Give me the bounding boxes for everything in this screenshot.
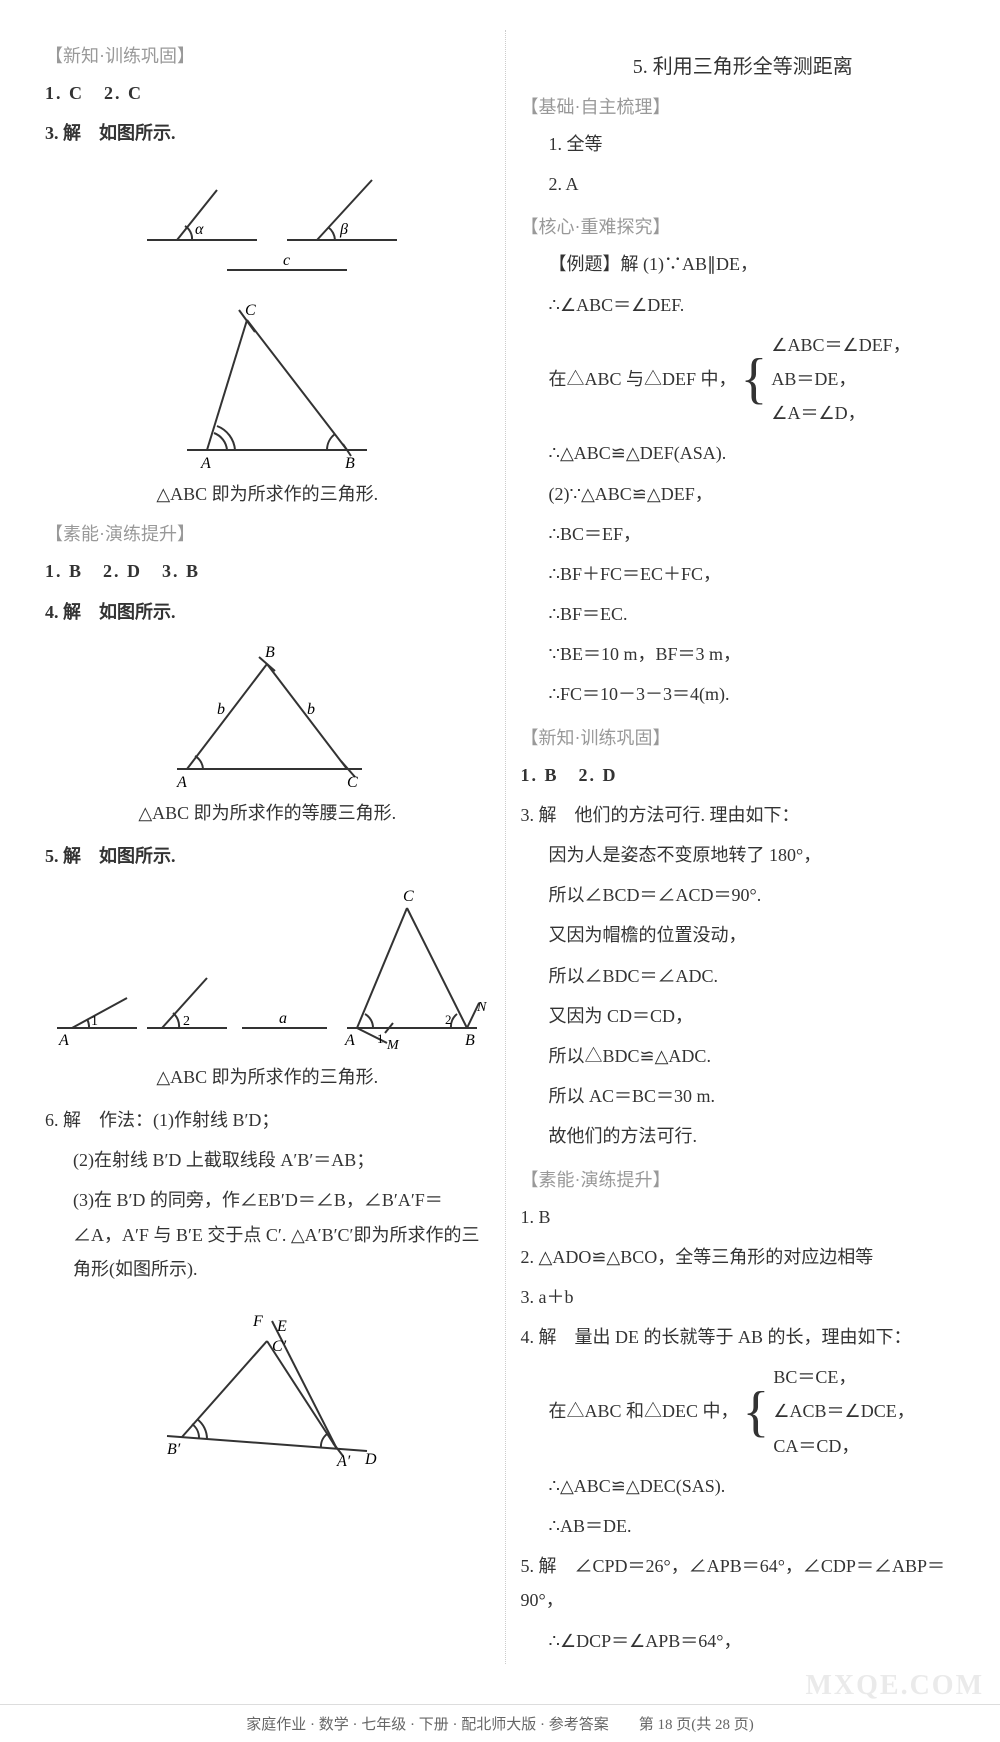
question-6: 6. 解 作法：(1)作射线 B′D； [45, 1103, 490, 1137]
figure-6: B′ A′ C′ D E F [45, 1296, 490, 1466]
label-C: C [347, 774, 358, 789]
text-line: 所以∠BCD＝∠ACD＝90°. [521, 878, 966, 912]
label-B: B [345, 455, 355, 470]
text-line: 所以△BDC≌△ADC. [521, 1039, 966, 1073]
question-3: 3. 解 他们的方法可行. 理由如下： [521, 798, 966, 832]
question-3: 3. 解 如图所示. [45, 116, 490, 150]
section-header: 【新知·训练巩固】 [45, 42, 490, 68]
text-line: ∵BE＝10 m，BF＝3 m， [521, 637, 966, 671]
brace-items: ∠ABC＝∠DEF， AB＝DE， ∠A＝∠D， [771, 328, 910, 431]
answers: 1. C 2. C [45, 76, 490, 110]
section-header: 【基础·自主梳理】 [521, 93, 966, 119]
example-head: 【例题】解 (1)∵AB∥DE， [521, 247, 966, 281]
label-2: 2 [183, 1014, 190, 1029]
right-column: 5. 利用三角形全等测距离 【基础·自主梳理】 1. 全等 2. A 【核心·重… [506, 30, 981, 1664]
label-b2: b [307, 701, 315, 718]
caption-1: △ABC 即为所求作的三角形. [45, 480, 490, 506]
brace-icon: { [741, 351, 768, 407]
brace-item: BC＝CE， [773, 1360, 914, 1394]
label-E: E [276, 1318, 287, 1335]
text-line: ∴BF＝EC. [521, 597, 966, 631]
label-D: D [364, 1451, 377, 1466]
answers: 1. B 2. D 3. B [45, 554, 490, 588]
brace-item: AB＝DE， [771, 362, 910, 396]
text-line: 1. 全等 [521, 127, 966, 161]
text-line: ∴AB＝DE. [521, 1509, 966, 1543]
text-line: ∴∠ABC＝∠DEF. [521, 288, 966, 322]
label-C: C [245, 302, 256, 319]
brace-lead: 在△ABC 和△DEC 中， [549, 1394, 739, 1428]
question-4: 4. 解 量出 DE 的长就等于 AB 的长，理由如下： [521, 1320, 966, 1354]
label-beta: β [339, 221, 348, 238]
label-n2b: 2 [445, 1012, 452, 1027]
caption-4: △ABC 即为所求作的等腰三角形. [45, 799, 490, 825]
label-Cp: C′ [272, 1338, 287, 1355]
section-title: 5. 利用三角形全等测距离 [521, 50, 966, 79]
page-footer: 家庭作业 · 数学 · 七年级 · 下册 · 配北师大版 · 参考答案 第 18… [0, 1704, 1000, 1742]
text-line: 1. B [521, 1200, 966, 1234]
label-Aa: A [344, 1032, 355, 1049]
caption-5: △ABC 即为所求作的三角形. [45, 1063, 490, 1089]
question-5: 5. 解 ∠CPD＝26°，∠APB＝64°，∠CDP＝∠ABP＝90°， [521, 1549, 966, 1617]
label-Ap: A′ [336, 1453, 351, 1466]
label-B: B [465, 1032, 475, 1049]
label-C: C [403, 888, 414, 905]
text-line: ∴△ABC≌△DEF(ASA). [521, 436, 966, 470]
question-6-step3: (3)在 B′D 的同旁，作∠EB′D＝∠B，∠B′A′F＝∠A，A′F 与 B… [45, 1183, 490, 1286]
label-c: c [283, 252, 290, 269]
left-column: 【新知·训练巩固】 1. C 2. C 3. 解 如图所示. α β c [30, 30, 506, 1664]
figure-angles: α β c [45, 160, 490, 280]
text-line: 2. A [521, 167, 966, 201]
label-a: a [279, 1010, 287, 1027]
brace-item: CA＝CD， [773, 1429, 914, 1463]
text-line: 又因为 CD＝CD， [521, 999, 966, 1033]
question-4: 4. 解 如图所示. [45, 595, 490, 629]
section-header: 【素能·演练提升】 [521, 1166, 966, 1192]
brace-item: ∠A＝∠D， [771, 396, 910, 430]
section-header: 【素能·演练提升】 [45, 520, 490, 546]
text-line: 2. △ADO≌△BCO，全等三角形的对应边相等 [521, 1240, 966, 1274]
label-1: 1 [91, 1014, 98, 1029]
text-line: 所以 AC＝BC＝30 m. [521, 1079, 966, 1113]
figure-5: 1 2 A a A B C M N 1 2 [45, 883, 490, 1053]
figure-triangle-1: C A B [45, 290, 490, 470]
watermark: MXQE.COM [805, 1670, 984, 1702]
label-A: A [58, 1032, 69, 1049]
label-A: A [200, 455, 211, 470]
brace-lead: 在△ABC 与△DEF 中， [549, 362, 737, 396]
brace-group: 在△ABC 和△DEC 中， { BC＝CE， ∠ACB＝∠DCE， CA＝CD… [521, 1360, 966, 1463]
answers: 1. B 2. D [521, 758, 966, 792]
label-F: F [252, 1313, 263, 1330]
brace-item: ∠ABC＝∠DEF， [771, 328, 910, 362]
label-alpha: α [195, 221, 204, 238]
label-M: M [386, 1038, 400, 1053]
text-line: 所以∠BDC＝∠ADC. [521, 959, 966, 993]
section-header: 【新知·训练巩固】 [521, 724, 966, 750]
brace-items: BC＝CE， ∠ACB＝∠DCE， CA＝CD， [773, 1360, 914, 1463]
text-line: 因为人是姿态不变原地转了 180°， [521, 838, 966, 872]
brace-group: 在△ABC 与△DEF 中， { ∠ABC＝∠DEF， AB＝DE， ∠A＝∠D… [521, 328, 966, 431]
label-B: B [265, 644, 275, 661]
label-A: A [176, 774, 187, 789]
question-5: 5. 解 如图所示. [45, 839, 490, 873]
text-line: 3. a＋b [521, 1280, 966, 1314]
text-line: ∴△ABC≌△DEC(SAS). [521, 1469, 966, 1503]
section-header: 【核心·重难探究】 [521, 213, 966, 239]
question-6-step2: (2)在射线 B′D 上截取线段 A′B′＝AB； [45, 1143, 490, 1177]
text-line: (2)∵△ABC≌△DEF， [521, 477, 966, 511]
label-n1b: 1 [377, 1031, 384, 1046]
text-line: ∴FC＝10－3－3＝4(m). [521, 677, 966, 711]
text-line: ∴∠DCP＝∠APB＝64°， [521, 1624, 966, 1658]
label-N: N [476, 1000, 487, 1015]
text-line: 故他们的方法可行. [521, 1119, 966, 1153]
brace-icon: { [743, 1384, 770, 1440]
figure-isoceles: B b b A C [45, 639, 490, 789]
label-b1: b [217, 701, 225, 718]
label-Bp: B′ [167, 1441, 181, 1458]
text-line: ∴BF＋FC＝EC＋FC， [521, 557, 966, 591]
text-line: 又因为帽檐的位置没动， [521, 918, 966, 952]
text-line: ∴BC＝EF， [521, 517, 966, 551]
brace-item: ∠ACB＝∠DCE， [773, 1394, 914, 1428]
